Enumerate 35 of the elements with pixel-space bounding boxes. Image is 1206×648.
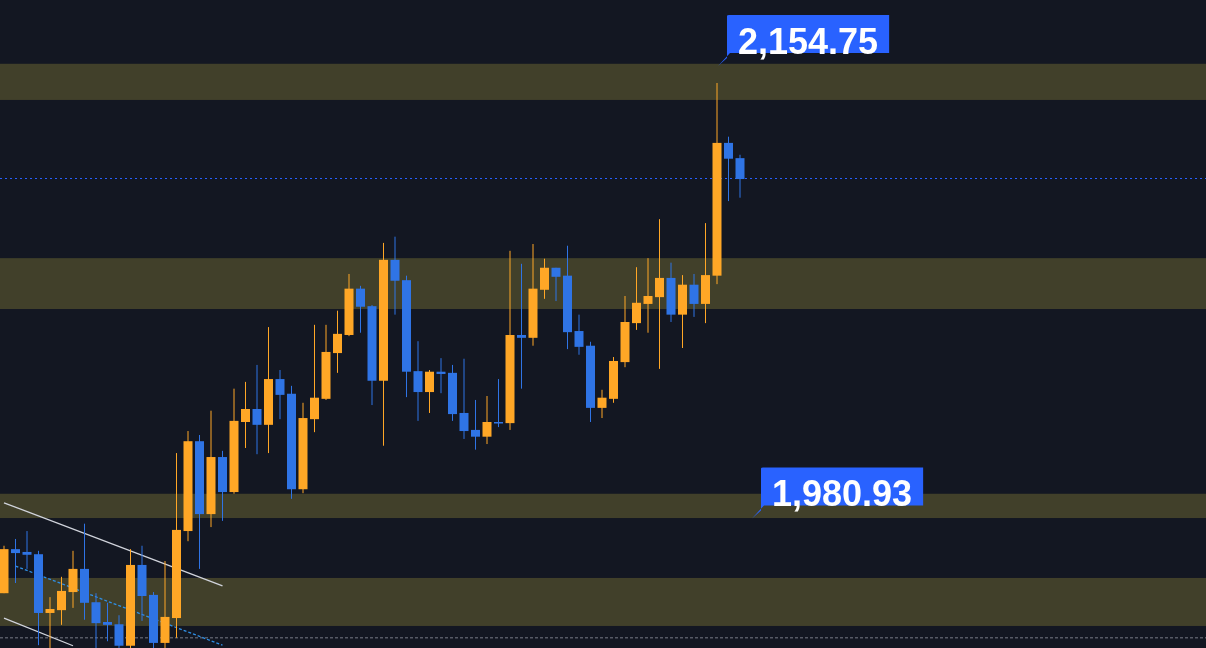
candlestick [91, 592, 101, 648]
candlestick [494, 378, 503, 428]
candlestick [655, 218, 664, 370]
candlestick [57, 576, 66, 626]
candlestick [275, 369, 285, 420]
candlestick [724, 136, 733, 202]
candlestick [551, 267, 561, 302]
candlestick [574, 314, 584, 356]
candlestick [22, 530, 32, 570]
candlestick [597, 389, 607, 419]
text: 2,154.75 [738, 20, 879, 62]
candlestick [643, 257, 653, 334]
candlestick [310, 324, 319, 433]
text: 1,980.93 [772, 472, 913, 514]
candlestick [103, 602, 112, 642]
candlestick [68, 550, 78, 609]
candlestick [482, 395, 492, 445]
candlestick [390, 236, 400, 316]
candlestick [517, 263, 526, 390]
candlestick [241, 381, 250, 449]
candlestick [471, 399, 480, 451]
candlestick [11, 538, 20, 584]
candlestick [333, 310, 342, 374]
candlestick [632, 266, 641, 331]
candlestick [413, 340, 423, 422]
candlestick [114, 614, 124, 648]
candlestick [459, 358, 469, 440]
candlestick [425, 369, 434, 414]
candlestick [252, 364, 262, 455]
candlestick [689, 273, 699, 318]
candlestick [735, 154, 745, 199]
candlestick [540, 258, 549, 300]
candlestick [45, 596, 55, 648]
candlestick [436, 357, 446, 394]
candlestick [356, 285, 365, 334]
